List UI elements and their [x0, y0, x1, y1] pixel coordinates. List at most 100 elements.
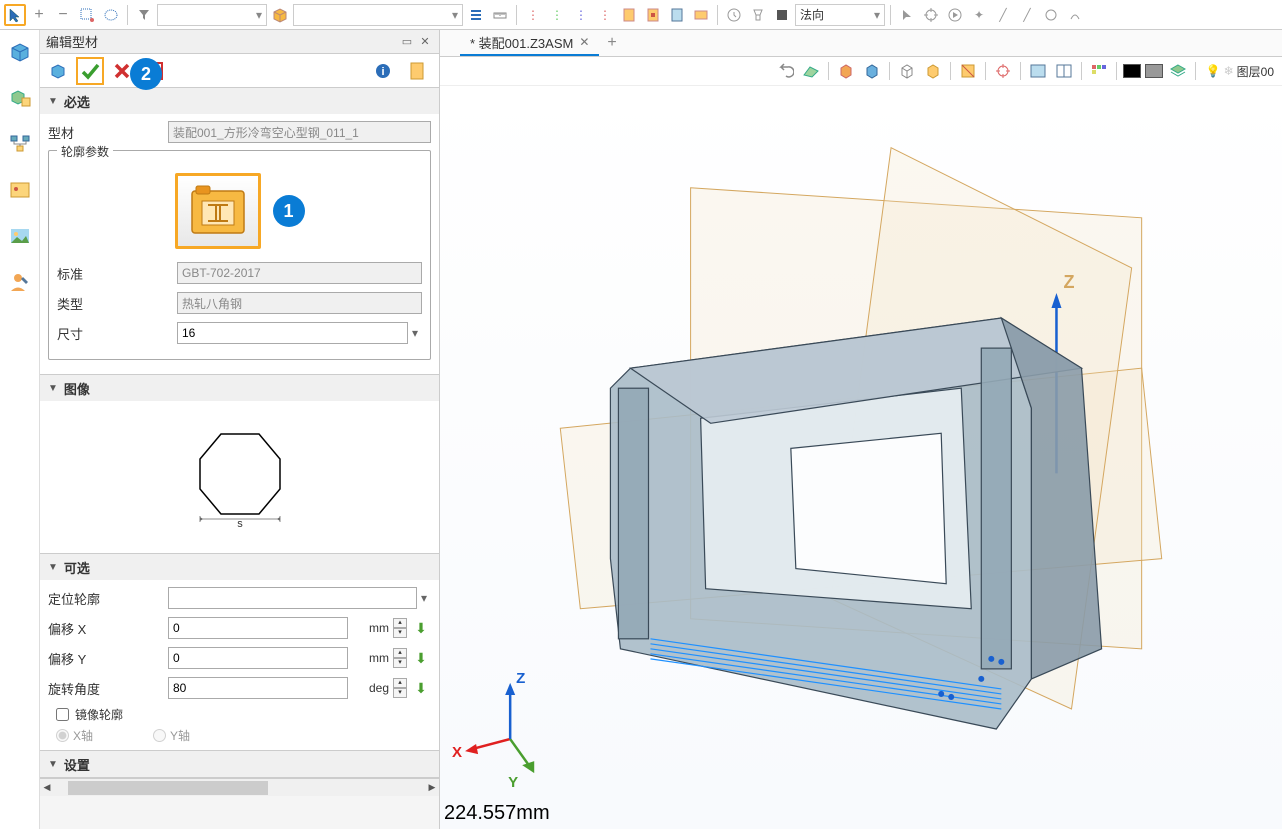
- section-header-settings[interactable]: ▼设置: [40, 751, 439, 777]
- panel-close-icon[interactable]: ✕: [417, 34, 433, 50]
- filter-dropdown[interactable]: ▾: [157, 4, 267, 26]
- offsety-stepper[interactable]: ▴▾: [393, 648, 407, 668]
- color-black-swatch[interactable]: [1123, 64, 1141, 78]
- rotation-pick-icon[interactable]: ⬇: [411, 678, 431, 698]
- square-icon[interactable]: [771, 4, 793, 26]
- rotation-input[interactable]: [168, 677, 348, 699]
- section-header-required[interactable]: ▼必选: [40, 88, 439, 114]
- part3d-icon[interactable]: [6, 38, 34, 66]
- rotation-label: 旋转角度: [48, 679, 168, 698]
- doc-c-icon[interactable]: [666, 4, 688, 26]
- size-input[interactable]: [177, 322, 408, 344]
- section-header-image[interactable]: ▼图像: [40, 375, 439, 401]
- offsetx-input[interactable]: [168, 617, 348, 639]
- mirror-checkbox[interactable]: [56, 708, 69, 721]
- tiny-1[interactable]: ⋮: [522, 4, 544, 26]
- arc-icon[interactable]: [1064, 4, 1086, 26]
- slash-b-icon[interactable]: ╱: [1016, 4, 1038, 26]
- profile-library-button[interactable]: [175, 173, 261, 249]
- render-icon[interactable]: [6, 176, 34, 204]
- offsetx-unit: mm: [348, 621, 393, 635]
- rotation-stepper[interactable]: ▴▾: [393, 678, 407, 698]
- filter-icon[interactable]: [133, 4, 155, 26]
- target-icon[interactable]: [920, 4, 942, 26]
- standard-input[interactable]: [177, 262, 422, 284]
- doc-a-icon[interactable]: [618, 4, 640, 26]
- vt-cube-a-icon[interactable]: [835, 60, 857, 82]
- landscape-icon[interactable]: [6, 222, 34, 250]
- locate-input[interactable]: [168, 587, 417, 609]
- play-icon[interactable]: [944, 4, 966, 26]
- tree-icon[interactable]: [6, 130, 34, 158]
- ruler-icon[interactable]: [489, 4, 511, 26]
- doc-b-icon[interactable]: [642, 4, 664, 26]
- panel-scrollbar[interactable]: ◀ ▶: [40, 778, 439, 796]
- mirror-label: 镜像轮廓: [75, 706, 123, 723]
- 3d-canvas[interactable]: Z: [440, 86, 1282, 829]
- arrow-cursor-icon[interactable]: [896, 4, 918, 26]
- doc-d-icon[interactable]: [690, 4, 712, 26]
- layer-selector[interactable]: 💡 ❄ 图层00: [1206, 63, 1274, 80]
- cursor-icon[interactable]: [4, 4, 26, 26]
- vt-cube-b-icon[interactable]: [861, 60, 883, 82]
- offsety-pick-icon[interactable]: ⬇: [411, 648, 431, 668]
- view-toolbar: 💡 ❄ 图层00: [440, 57, 1282, 86]
- circle-o-icon[interactable]: [1040, 4, 1062, 26]
- svg-text:X: X: [452, 744, 462, 761]
- vt-layout-b-icon[interactable]: [1053, 60, 1075, 82]
- vt-layout-a-icon[interactable]: [1027, 60, 1049, 82]
- help-icon[interactable]: [403, 57, 431, 85]
- tiny-2[interactable]: ⋮: [546, 4, 568, 26]
- offsetx-stepper[interactable]: ▴▾: [393, 618, 407, 638]
- vt-wireframe-icon[interactable]: [896, 60, 918, 82]
- new-tab-button[interactable]: +: [607, 34, 616, 52]
- vt-section-icon[interactable]: [957, 60, 979, 82]
- standard-label: 标准: [57, 264, 177, 283]
- tab-close-icon[interactable]: ✕: [579, 35, 589, 49]
- clock-icon[interactable]: [723, 4, 745, 26]
- document-tab[interactable]: * 装配001.Z3ASM ✕: [460, 30, 599, 56]
- lamp-icon[interactable]: [747, 4, 769, 26]
- vt-shaded-icon[interactable]: [922, 60, 944, 82]
- section-settings: ▼设置: [40, 751, 439, 778]
- x-axis-radio[interactable]: X轴: [56, 727, 93, 744]
- select-dots-icon[interactable]: [76, 4, 98, 26]
- callout-2: 2: [130, 58, 162, 90]
- lasso-icon[interactable]: [100, 4, 122, 26]
- box-icon[interactable]: [269, 4, 291, 26]
- user-icon[interactable]: [6, 268, 34, 296]
- list-icon[interactable]: [465, 4, 487, 26]
- info-icon[interactable]: i: [369, 57, 397, 85]
- vt-palette-icon[interactable]: [1088, 60, 1110, 82]
- settings-action-icon[interactable]: [44, 57, 72, 85]
- vt-crosshair-icon[interactable]: [992, 60, 1014, 82]
- vt-layers-stack-icon[interactable]: [1167, 60, 1189, 82]
- offsety-input[interactable]: [168, 647, 348, 669]
- assembly-icon[interactable]: [6, 84, 34, 112]
- plus-icon[interactable]: +: [28, 4, 50, 26]
- size-dropdown-icon[interactable]: ▾: [408, 326, 422, 340]
- type-label: 类型: [57, 294, 177, 313]
- vt-sheet-icon[interactable]: [800, 60, 822, 82]
- confirm-button[interactable]: [76, 57, 104, 85]
- vt-undo-icon[interactable]: [774, 60, 796, 82]
- section-required: ▼必选 型材 轮廓参数: [40, 88, 439, 375]
- panel-minimize-icon[interactable]: ▭: [399, 34, 415, 50]
- y-axis-radio[interactable]: Y轴: [153, 727, 190, 744]
- minus-icon[interactable]: −: [52, 4, 74, 26]
- size-label: 尺寸: [57, 324, 177, 343]
- type-input[interactable]: [177, 292, 422, 314]
- slash-a-icon[interactable]: ╱: [992, 4, 1014, 26]
- svg-text:Z: Z: [1063, 272, 1074, 292]
- section-header-optional[interactable]: ▼可选: [40, 554, 439, 580]
- separator: [516, 5, 517, 25]
- direction-dropdown[interactable]: 法向▾: [795, 4, 885, 26]
- part-dropdown[interactable]: ▾: [293, 4, 463, 26]
- color-grey-swatch[interactable]: [1145, 64, 1163, 78]
- profile-input[interactable]: [168, 121, 431, 143]
- tiny-3[interactable]: ⋮: [570, 4, 592, 26]
- offsetx-pick-icon[interactable]: ⬇: [411, 618, 431, 638]
- tiny-4[interactable]: ⋮: [594, 4, 616, 26]
- locate-dropdown-icon[interactable]: ▾: [417, 591, 431, 605]
- cross-icon[interactable]: ✦: [968, 4, 990, 26]
